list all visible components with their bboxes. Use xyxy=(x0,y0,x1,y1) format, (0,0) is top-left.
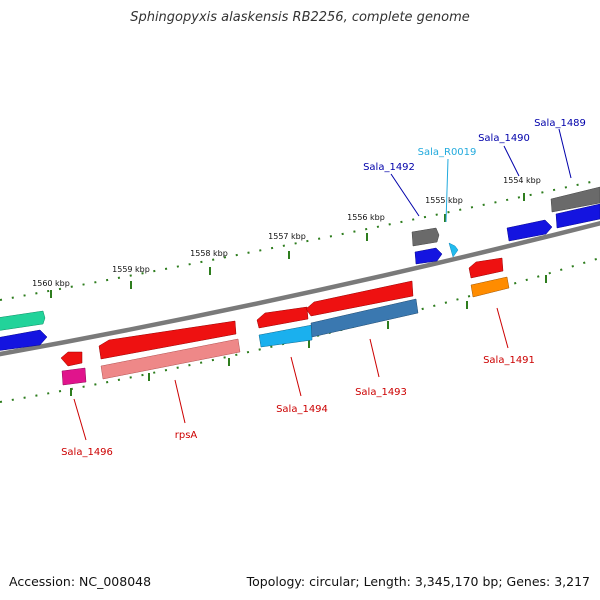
gene-arrow-sala-1494-cyan[interactable] xyxy=(258,324,313,348)
genome-backbone xyxy=(0,220,600,357)
feature-label-sala-r0019[interactable]: Sala_R0019 xyxy=(418,147,477,158)
ruler-tick-label: 1560 kbp xyxy=(32,279,70,288)
gene-arrow-rpsa[interactable] xyxy=(98,320,237,360)
gene-arrow-sala-r0019[interactable] xyxy=(448,242,459,258)
ruler-major-ticks xyxy=(50,193,547,396)
leader-line-sala-1491 xyxy=(496,307,509,349)
leader-line-sala-1492 xyxy=(390,173,420,217)
leader-line-sala-r0019 xyxy=(445,158,449,223)
feature-label-sala-1490[interactable]: Sala_1490 xyxy=(478,133,530,144)
ruler-tick-label: 1554 kbp xyxy=(503,176,541,185)
gene-arrow-sala-1489[interactable] xyxy=(555,203,600,229)
feature-label-sala-1489[interactable]: Sala_1489 xyxy=(534,118,586,129)
gene-arrow-sala-1496-pink[interactable] xyxy=(61,367,87,386)
gene-arrow-sala-1493[interactable] xyxy=(305,280,414,317)
feature-label-sala-1494[interactable]: Sala_1494 xyxy=(276,404,328,415)
genome-title: Sphingopyxis alaskensis RB2256, complete… xyxy=(130,10,470,25)
gene-arrow[interactable] xyxy=(0,310,46,331)
gene-arrow-sala-1491-orange[interactable] xyxy=(470,276,510,298)
leader-line-sala-1489 xyxy=(558,128,572,179)
gene-arrow-sala-1494[interactable] xyxy=(256,306,309,329)
ruler-inner-track xyxy=(0,257,600,403)
leader-line-sala-1490 xyxy=(503,145,520,177)
gene-arrow-rpsa-light[interactable] xyxy=(100,338,241,380)
gene-arrow-sala-1492[interactable] xyxy=(414,247,443,265)
feature-label-rpsa[interactable]: rpsA xyxy=(175,430,198,441)
ruler-tick-label: 1556 kbp xyxy=(347,213,385,222)
feature-label-sala-1496[interactable]: Sala_1496 xyxy=(61,447,113,458)
ruler-outer-track xyxy=(0,179,600,301)
feature-label-sala-1491[interactable]: Sala_1491 xyxy=(483,355,535,366)
gene-arrow-sala-1492-gray[interactable] xyxy=(411,227,440,247)
forward-strand-features xyxy=(0,186,600,351)
gene-arrow-sala-1493-steel[interactable] xyxy=(310,298,419,338)
gene-arrow[interactable] xyxy=(0,329,48,351)
ruler-tick-label: 1555 kbp xyxy=(425,196,463,205)
gene-arrow-sala-1489-gray[interactable] xyxy=(550,186,600,213)
ruler-tick-label: 1558 kbp xyxy=(190,249,228,258)
gene-arrow-sala-1496[interactable] xyxy=(60,351,83,367)
leader-line-rpsa xyxy=(174,379,186,424)
leader-line-sala-1496 xyxy=(73,398,87,441)
accession-text: Accession: NC_008048 xyxy=(9,574,152,589)
gene-arrow-sala-1490[interactable] xyxy=(506,219,553,242)
ruler-tick-label: 1559 kbp xyxy=(112,265,150,274)
ruler-tick-label: 1557 kbp xyxy=(268,232,306,241)
leader-line-sala-1494 xyxy=(290,356,302,397)
leader-line-sala-1493 xyxy=(369,338,380,378)
gene-arrow-sala-1491[interactable] xyxy=(468,257,504,279)
genome-summary-text: Topology: circular; Length: 3,345,170 bp… xyxy=(246,574,590,589)
reverse-strand-features xyxy=(60,257,510,386)
feature-label-sala-1492[interactable]: Sala_1492 xyxy=(363,162,415,173)
feature-label-sala-1493[interactable]: Sala_1493 xyxy=(355,387,407,398)
